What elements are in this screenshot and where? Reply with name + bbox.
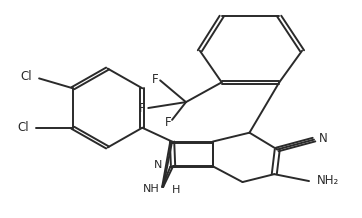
Text: NH: NH: [143, 184, 160, 194]
Text: NH₂: NH₂: [317, 174, 339, 187]
Text: F: F: [139, 102, 145, 114]
Text: F: F: [151, 73, 158, 86]
Text: N: N: [319, 132, 328, 145]
Text: N: N: [154, 160, 162, 170]
Text: Cl: Cl: [18, 121, 29, 134]
Text: H: H: [172, 185, 181, 195]
Text: F: F: [164, 116, 171, 129]
Text: Cl: Cl: [21, 70, 32, 83]
